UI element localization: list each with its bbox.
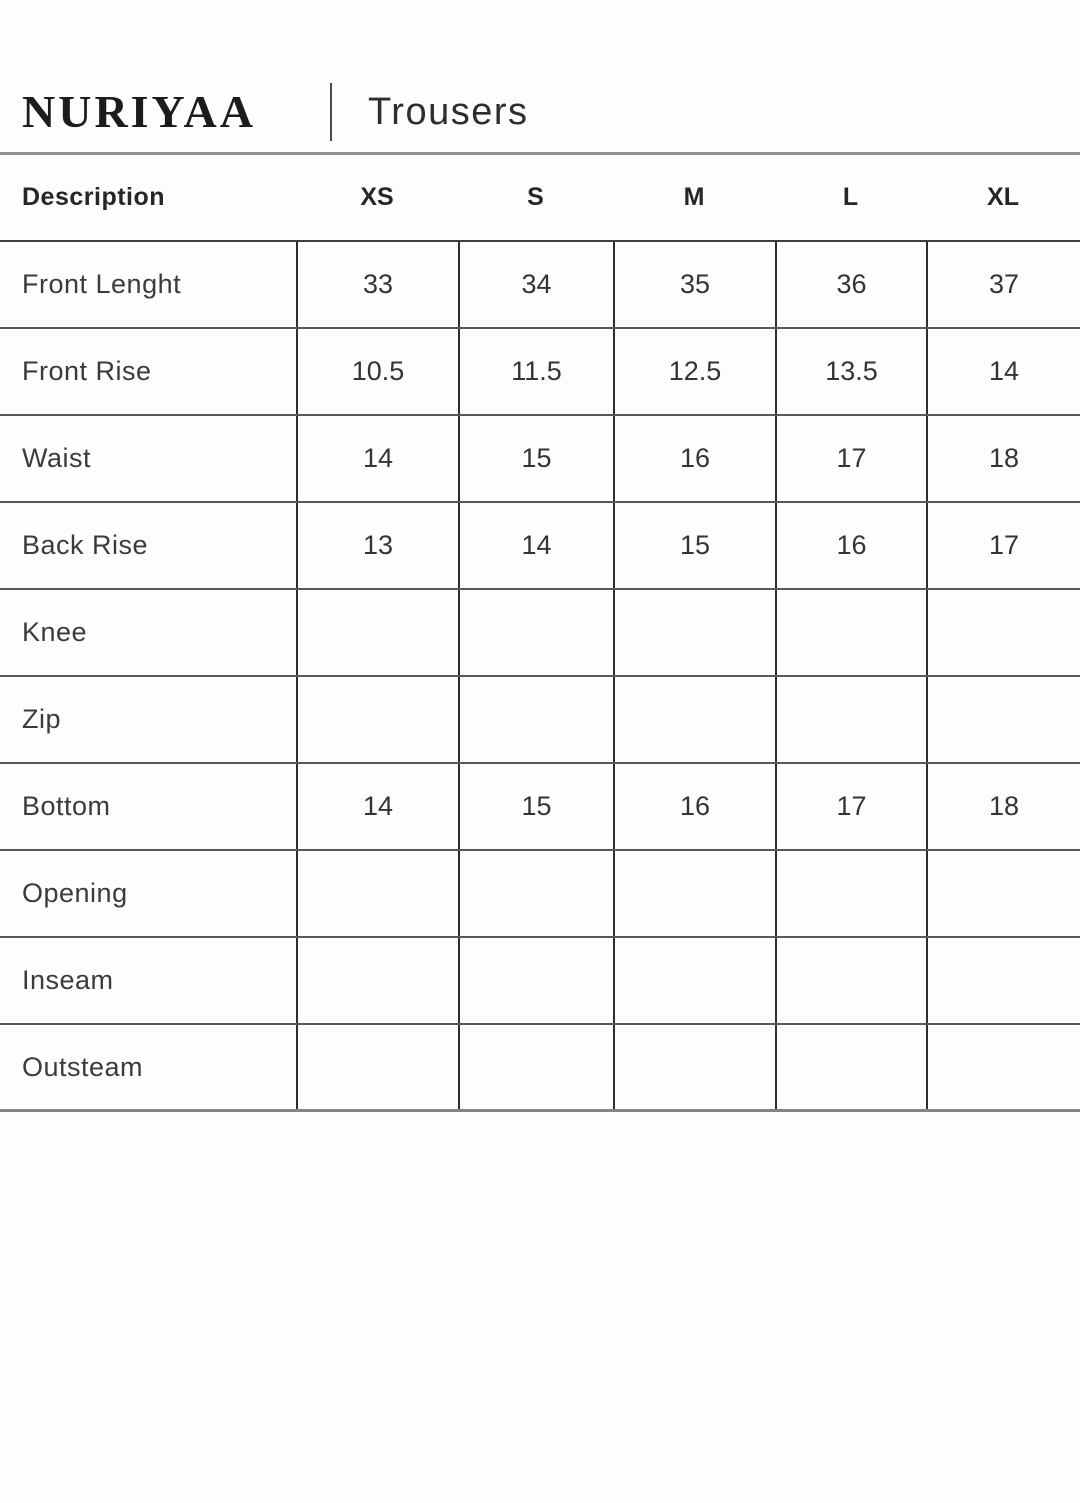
size-cell: 17 (775, 764, 926, 849)
size-cell (296, 938, 458, 1023)
size-cell (613, 1025, 775, 1109)
size-cell: 10.5 (296, 329, 458, 414)
size-cell (775, 590, 926, 675)
size-cell (613, 677, 775, 762)
row-label: Bottom (22, 791, 111, 821)
table-header-row: Description XS S M L XL (0, 155, 1080, 242)
size-cell: 13 (296, 503, 458, 588)
size-cell (926, 590, 1080, 675)
column-header-s: S (527, 183, 544, 211)
size-cell: 15 (458, 416, 613, 501)
size-cell (613, 851, 775, 936)
table-row-knee: Knee (0, 590, 1080, 677)
size-cell: 12.5 (613, 329, 775, 414)
size-cell (458, 938, 613, 1023)
row-label: Knee (22, 617, 88, 647)
row-label: Back Rise (22, 530, 149, 560)
size-cell (458, 851, 613, 936)
size-cell: 11.5 (458, 329, 613, 414)
size-cell (775, 938, 926, 1023)
size-cell: 15 (613, 503, 775, 588)
size-cell (775, 851, 926, 936)
header-divider (330, 83, 332, 141)
table-row-inseam: Inseam (0, 938, 1080, 1025)
brand-header: NURIYAA Trousers (0, 0, 1080, 152)
table-row-zip: Zip (0, 677, 1080, 764)
column-header-l: L (842, 183, 859, 211)
size-cell (458, 677, 613, 762)
column-header-description: Description (22, 183, 166, 211)
size-cell (926, 677, 1080, 762)
size-cell (296, 677, 458, 762)
size-cell (926, 851, 1080, 936)
size-cell: 16 (775, 503, 926, 588)
table-row-front-lenght: Front Lenght 33 34 35 36 37 (0, 242, 1080, 329)
size-cell: 33 (296, 242, 458, 327)
size-cell: 17 (775, 416, 926, 501)
size-cell: 14 (296, 764, 458, 849)
size-cell: 18 (926, 764, 1080, 849)
size-cell (926, 938, 1080, 1023)
size-cell: 14 (296, 416, 458, 501)
row-label: Outsteam (22, 1051, 144, 1082)
size-cell: 15 (458, 764, 613, 849)
table-row-waist: Waist 14 15 16 17 18 (0, 416, 1080, 503)
size-cell: 16 (613, 416, 775, 501)
row-label: Opening (22, 878, 128, 908)
row-label: Inseam (22, 965, 114, 995)
size-cell (296, 590, 458, 675)
size-cell: 18 (926, 416, 1080, 501)
size-cell (613, 938, 775, 1023)
size-cell (296, 1025, 458, 1109)
size-cell: 34 (458, 242, 613, 327)
header-rule (0, 152, 1080, 155)
size-cell (775, 1025, 926, 1109)
size-cell: 13.5 (775, 329, 926, 414)
size-cell (775, 677, 926, 762)
size-cell (458, 590, 613, 675)
size-cell: 14 (458, 503, 613, 588)
size-cell (458, 1025, 613, 1109)
row-label: Zip (22, 704, 62, 734)
size-chart-table: Description XS S M L XL Front Lenght 33 … (0, 155, 1080, 1112)
row-label: Waist (22, 443, 91, 473)
row-label: Front Rise (22, 356, 152, 386)
brand-logo: NURIYAA (22, 86, 256, 137)
table-row-outsteam: Outsteam (0, 1025, 1080, 1112)
column-header-xs: XS (360, 183, 394, 211)
size-cell: 37 (926, 242, 1080, 327)
column-header-xl: XL (987, 183, 1019, 211)
row-label: Front Lenght (22, 269, 182, 299)
size-cell (613, 590, 775, 675)
size-cell: 14 (926, 329, 1080, 414)
table-row-front-rise: Front Rise 10.5 11.5 12.5 13.5 14 (0, 329, 1080, 416)
size-cell (296, 851, 458, 936)
table-row-opening: Opening (0, 851, 1080, 938)
size-cell: 16 (613, 764, 775, 849)
size-cell (926, 1025, 1080, 1109)
size-cell: 36 (775, 242, 926, 327)
size-cell: 17 (926, 503, 1080, 588)
table-row-bottom: Bottom 14 15 16 17 18 (0, 764, 1080, 851)
table-row-back-rise: Back Rise 13 14 15 16 17 (0, 503, 1080, 590)
size-cell: 35 (613, 242, 775, 327)
product-category-title: Trousers (368, 91, 529, 133)
column-header-m: M (683, 183, 705, 211)
